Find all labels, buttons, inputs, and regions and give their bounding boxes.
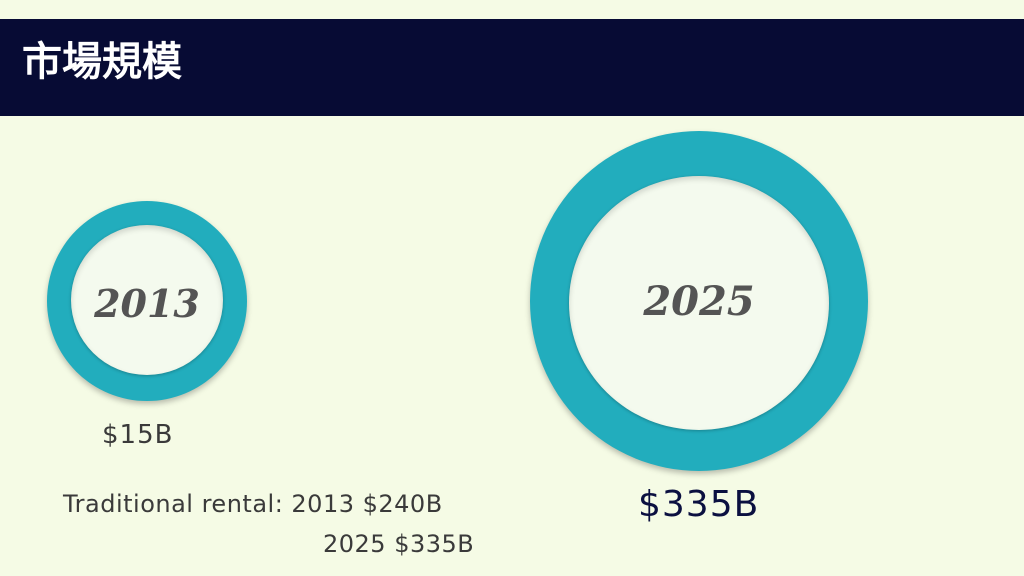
ring-2025-inner: 2025 [569,176,829,430]
title-bar [0,19,1024,116]
year-label-2025: 2025 [643,278,755,325]
year-label-2013: 2013 [94,281,200,326]
page-title: 市場規模 [22,39,182,85]
ring-2013-inner: 2013 [71,225,223,375]
value-2013: $15B [102,420,174,450]
traditional-rental-note: Traditional rental: 2013 $240B [63,490,443,518]
value-2025: $335B [638,484,760,525]
ring-2025: 2025 [530,131,868,471]
ring-2013: 2013 [47,201,247,401]
traditional-rental-note-2025: 2025 $335B [323,530,475,558]
